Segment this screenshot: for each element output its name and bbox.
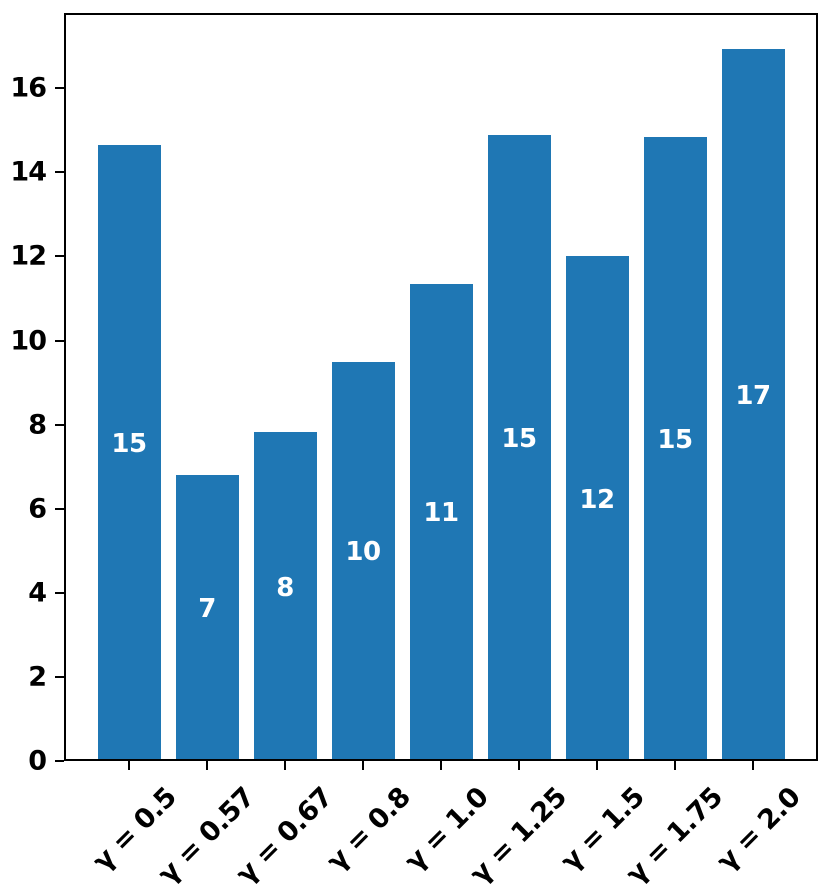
y-tick	[55, 255, 64, 258]
y-tick-label: 14	[10, 156, 47, 188]
x-tick	[674, 761, 676, 770]
y-tick	[55, 423, 64, 426]
bar	[643, 137, 707, 761]
bar	[565, 256, 629, 761]
y-tick-label: 4	[28, 577, 47, 609]
bar	[97, 145, 161, 761]
y-tick	[55, 507, 64, 510]
y-tick-label: 16	[10, 72, 47, 104]
y-tick	[55, 171, 64, 174]
x-tick	[284, 761, 286, 770]
y-tick	[55, 591, 64, 594]
y-tick-label: 6	[28, 493, 47, 525]
y-tick	[55, 339, 64, 342]
bar-value-label: 12	[579, 484, 615, 515]
x-tick	[206, 761, 208, 770]
y-tick	[55, 675, 64, 678]
bar	[175, 475, 239, 761]
bar-value-label: 15	[111, 429, 147, 459]
bar-value-label: 17	[735, 381, 771, 412]
bar-value-label: 15	[501, 424, 537, 455]
x-tick	[596, 761, 598, 770]
bar-value-label: 15	[657, 425, 693, 456]
x-tick	[518, 761, 520, 770]
y-tick	[55, 760, 64, 762]
bar	[409, 283, 473, 761]
bar-value-label: 10	[345, 537, 381, 568]
y-tick-label: 2	[28, 661, 47, 693]
y-tick-label: 12	[10, 240, 47, 272]
y-tick-label: 0	[28, 745, 47, 777]
bar-value-label: 7	[198, 594, 216, 625]
x-tick	[128, 761, 130, 770]
x-tick-label: γ = 0.8	[320, 781, 417, 878]
x-tick	[440, 761, 442, 770]
y-tick-label: 10	[10, 325, 47, 357]
x-tick-label: γ = 2.0	[710, 781, 807, 878]
bar	[721, 49, 785, 761]
x-tick	[752, 761, 754, 770]
bar	[331, 361, 395, 761]
y-tick-label: 8	[28, 409, 47, 441]
x-tick	[362, 761, 364, 770]
y-tick	[55, 87, 64, 90]
bar-value-label: 11	[423, 498, 459, 529]
bar	[487, 135, 551, 761]
bar	[253, 432, 317, 761]
bar-value-label: 8	[276, 572, 294, 603]
